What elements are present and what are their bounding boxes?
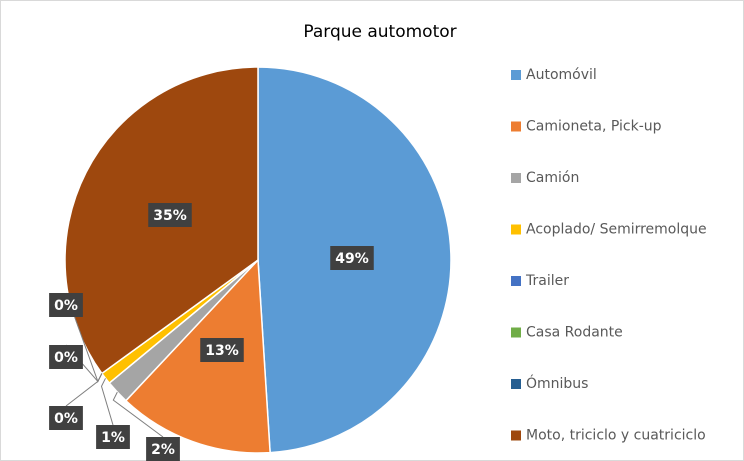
legend: Automóvil Camioneta, Pick-up Camión Acoplad… — [511, 67, 707, 444]
legend-label: Moto, triciclo y cuatriciclo — [526, 428, 706, 444]
value-label: 1% — [101, 430, 125, 446]
value-label-box — [330, 246, 374, 270]
value-label: 35% — [153, 208, 187, 224]
legend-label: Trailer — [525, 273, 569, 289]
value-label: 0% — [54, 350, 78, 366]
legend-label: Casa Rodante — [526, 325, 623, 341]
pie — [64, 66, 452, 454]
value-label-box — [96, 425, 130, 449]
pie-slice — [124, 258, 271, 454]
value-label: 13% — [205, 343, 239, 359]
value-label-box — [148, 203, 192, 227]
value-label: 0% — [54, 411, 78, 427]
value-label-box — [200, 338, 244, 362]
value-label-box — [49, 406, 83, 430]
legend-label: Acoplado/ Semirremolque — [526, 222, 707, 238]
value-label: 2% — [151, 442, 175, 458]
legend-label: Camioneta, Pick-up — [526, 119, 662, 135]
value-label-box — [49, 293, 83, 317]
legend-swatch — [511, 121, 521, 132]
legend-swatch — [511, 276, 521, 286]
legend-label: Automóvil — [526, 67, 597, 83]
chart-title: Parque automotor — [303, 22, 456, 42]
legend-label: Camión — [526, 170, 579, 186]
legend-swatch — [511, 430, 521, 441]
legend-swatch — [511, 70, 521, 80]
leader-line — [112, 391, 164, 438]
legend-swatch — [511, 173, 521, 183]
leader-line — [65, 292, 103, 383]
legend-swatch — [511, 327, 521, 338]
legend-label: Ómnibus — [526, 374, 588, 392]
legend-swatch — [511, 224, 521, 235]
value-label: 0% — [54, 298, 78, 314]
value-label: 49% — [335, 251, 369, 267]
leader-line — [100, 378, 114, 426]
legend-swatch — [511, 379, 521, 389]
labels: 49% 13% 2% 1% 0% 0% 0% 35% — [49, 203, 374, 461]
value-label-box — [146, 437, 180, 461]
value-label-box — [49, 345, 83, 369]
